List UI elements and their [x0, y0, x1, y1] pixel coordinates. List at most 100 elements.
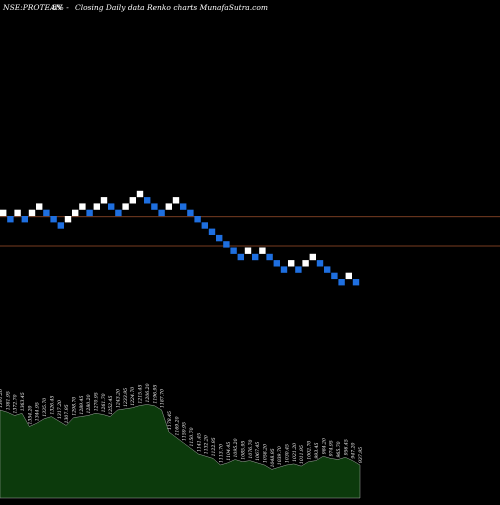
renko-brick-down [21, 216, 28, 223]
volume-label: 1215.45 [138, 385, 144, 404]
volume-label: 1289.45 [79, 396, 85, 415]
volume-label: 1011.95 [299, 445, 305, 464]
volume-label: 1113.70 [218, 444, 224, 463]
volume-label: 1076.70 [248, 440, 254, 459]
volume-label: 1048.95 [270, 448, 276, 467]
volume-label: 1381.95 [5, 391, 11, 410]
volume-label: 1002.70 [307, 441, 313, 460]
renko-brick-down [316, 260, 324, 267]
renko-brick-down [230, 247, 237, 254]
renko-brick-down [151, 203, 158, 210]
volume-label: 1206.20 [145, 383, 151, 402]
renko-brick-up [64, 216, 72, 223]
renko-brick-down [7, 216, 14, 223]
volume-label: 937.95 [358, 447, 364, 463]
renko-brick-up [244, 247, 252, 254]
volume-label: 1178.45 [167, 411, 173, 430]
renko-brick-down [108, 203, 115, 210]
renko-brick-up [136, 190, 144, 198]
renko-brick-up [172, 197, 180, 204]
volume-label: 1224.70 [130, 387, 136, 406]
volume-label: 1104.45 [226, 442, 232, 461]
volume-label: 1243.20 [116, 389, 122, 408]
volume-label: 1187.70 [160, 389, 166, 408]
renko-brick-up [28, 209, 36, 217]
chart-header-caption: Closing Daily data Renko charts MunafaSu… [75, 3, 268, 12]
volume-label: 1270.95 [94, 392, 100, 411]
renko-brick-down [43, 209, 50, 217]
renko-brick-down [216, 234, 223, 242]
volume-label: 1021.20 [292, 443, 298, 462]
volume-label: 984.20 [321, 438, 327, 454]
renko-brick-down [194, 216, 201, 223]
volume-label: 1122.95 [211, 437, 217, 456]
volume-label: 1252.45 [108, 396, 114, 415]
renko-brick-up [100, 197, 108, 204]
volume-label: 1372.70 [13, 394, 19, 413]
renko-brick-down [338, 279, 345, 286]
renko-brick-down [208, 228, 216, 235]
renko-brick-down [223, 241, 230, 248]
renko-brick-up [79, 203, 86, 210]
renko-brick-down [273, 260, 280, 267]
renko-brick-down [280, 266, 288, 273]
volume-label: 1030.45 [285, 444, 291, 463]
volume-label: 1058.20 [262, 444, 268, 463]
volume-label: 1326.45 [49, 396, 55, 415]
renko-brick-down [158, 209, 165, 217]
volume-label: 1298.70 [71, 397, 77, 416]
renko-brick-down [237, 253, 244, 261]
renko-brick-up [345, 272, 352, 280]
renko-brick-down [352, 279, 360, 286]
volume-area-path [0, 404, 361, 499]
volume-label: 1132.20 [204, 435, 210, 454]
renko-brick-up [309, 253, 316, 261]
volume-label: 1391.20 [0, 389, 4, 408]
volume-label: 1261.70 [101, 393, 107, 412]
renko-brick-up [36, 203, 43, 210]
renko-brick-up [288, 260, 295, 267]
volume-label: 1317.20 [57, 400, 63, 419]
volume-label: 993.45 [314, 442, 320, 458]
volume-label: 1344.95 [35, 402, 41, 421]
renko-bricks [0, 190, 360, 286]
volume-label: 956.45 [343, 439, 349, 455]
renko-brick-up [129, 197, 136, 204]
chart-header-symbol: NSE:PROTEAN [2, 3, 62, 12]
renko-brick-down [295, 266, 302, 273]
renko-brick-down [266, 253, 273, 261]
volume-label: 1039.70 [277, 446, 283, 465]
renko-brick-up [165, 203, 172, 210]
volume-label: 1085.95 [240, 441, 246, 460]
renko-brick-down [201, 222, 208, 229]
volume-label: 1307.95 [64, 404, 70, 423]
renko-brick-down [187, 209, 194, 217]
volume-label: 1280.20 [86, 394, 92, 413]
renko-brick-down [331, 272, 338, 280]
volume-label: 1196.95 [152, 385, 158, 404]
renko-brick-down [144, 197, 151, 204]
volume-label: 1150.70 [189, 427, 195, 446]
renko-brick-up [14, 209, 21, 217]
renko-brick-down [115, 209, 122, 217]
volume-label: 1095.20 [233, 438, 239, 457]
renko-brick-up [72, 209, 79, 217]
volume-label: 1169.20 [174, 416, 180, 435]
renko-brick-up [0, 209, 7, 217]
volume-area [0, 404, 361, 499]
volume-label: 1141.45 [196, 433, 202, 452]
renko-brick-up [302, 260, 309, 267]
volume-label: 965.70 [336, 441, 342, 457]
volume-label: 1335.70 [42, 398, 48, 417]
renko-brick-down [86, 209, 93, 217]
volume-label: 1233.95 [123, 388, 129, 407]
renko-brick-down [252, 253, 259, 261]
renko-brick-down [57, 222, 64, 229]
chart-header-change: 8% - [52, 3, 69, 12]
renko-brick-down [324, 266, 331, 273]
volume-label: 1067.45 [255, 442, 261, 461]
volume-label: 947.20 [351, 442, 357, 458]
volume-label: 1354.20 [27, 405, 33, 424]
